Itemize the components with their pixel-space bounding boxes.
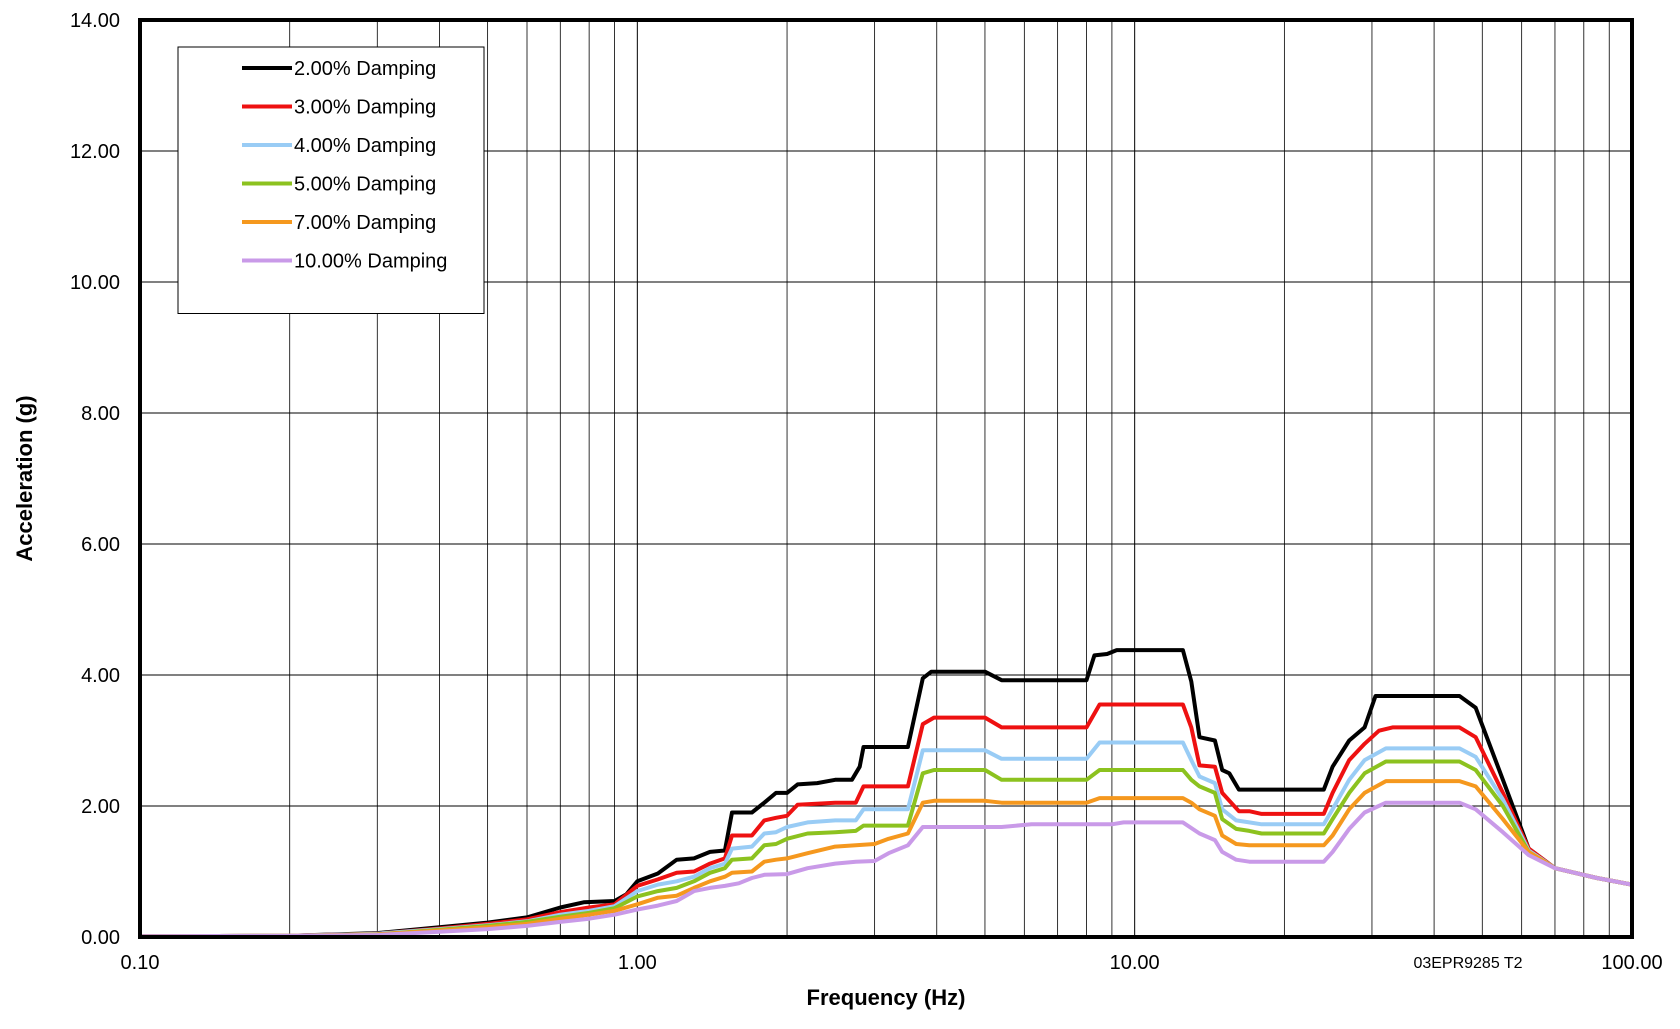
series-line-3-00-damping bbox=[138, 702, 1634, 939]
series-layer bbox=[138, 648, 1634, 939]
plot-frame bbox=[138, 18, 1634, 939]
y-tick-label: 12.00 bbox=[70, 141, 120, 163]
legend-label: 5.00% Damping bbox=[294, 174, 436, 196]
series-line-10-00-damping bbox=[138, 800, 1634, 939]
legend-label: 2.00% Damping bbox=[294, 58, 436, 80]
legend-label: 3.00% Damping bbox=[294, 97, 436, 119]
legend-box bbox=[177, 46, 485, 314]
tick-labels: 0.10 1.00 10.00 100.00 0.00 2.00 4.00 6.00 8.00 1… bbox=[70, 10, 1663, 974]
y-tick-label: 2.00 bbox=[81, 796, 120, 818]
y-tick-label: 6.00 bbox=[81, 534, 120, 556]
y-tick-label: 0.00 bbox=[81, 927, 120, 949]
x-tick-label: 100.00 bbox=[1601, 952, 1662, 974]
series-line-4-00-damping bbox=[138, 740, 1634, 939]
x-tick-label: 1.00 bbox=[618, 952, 657, 974]
y-tick-label: 14.00 bbox=[70, 10, 120, 32]
legend-label: 10.00% Damping bbox=[294, 251, 447, 273]
grid bbox=[140, 20, 1632, 937]
y-tick-label: 4.00 bbox=[81, 665, 120, 687]
legend-label: 7.00% Damping bbox=[294, 212, 436, 234]
y-axis-title: Acceleration (g) bbox=[12, 395, 37, 561]
x-tick-label: 0.10 bbox=[121, 952, 160, 974]
x-tick-label: 10.00 bbox=[1110, 952, 1160, 974]
legend: 2.00% Damping 3.00% Damping 4.00% Damping 5… bbox=[177, 46, 485, 314]
y-tick-label: 8.00 bbox=[81, 403, 120, 425]
x-axis-title: Frequency (Hz) bbox=[807, 985, 966, 1010]
series-line-5-00-damping bbox=[138, 759, 1634, 939]
legend-label: 4.00% Damping bbox=[294, 135, 436, 157]
chart-annotation: 03EPR9285 T2 bbox=[1413, 955, 1522, 972]
series-line-2-00-damping bbox=[138, 648, 1634, 939]
y-tick-label: 10.00 bbox=[70, 272, 120, 294]
series-line-7-00-damping bbox=[138, 779, 1634, 939]
